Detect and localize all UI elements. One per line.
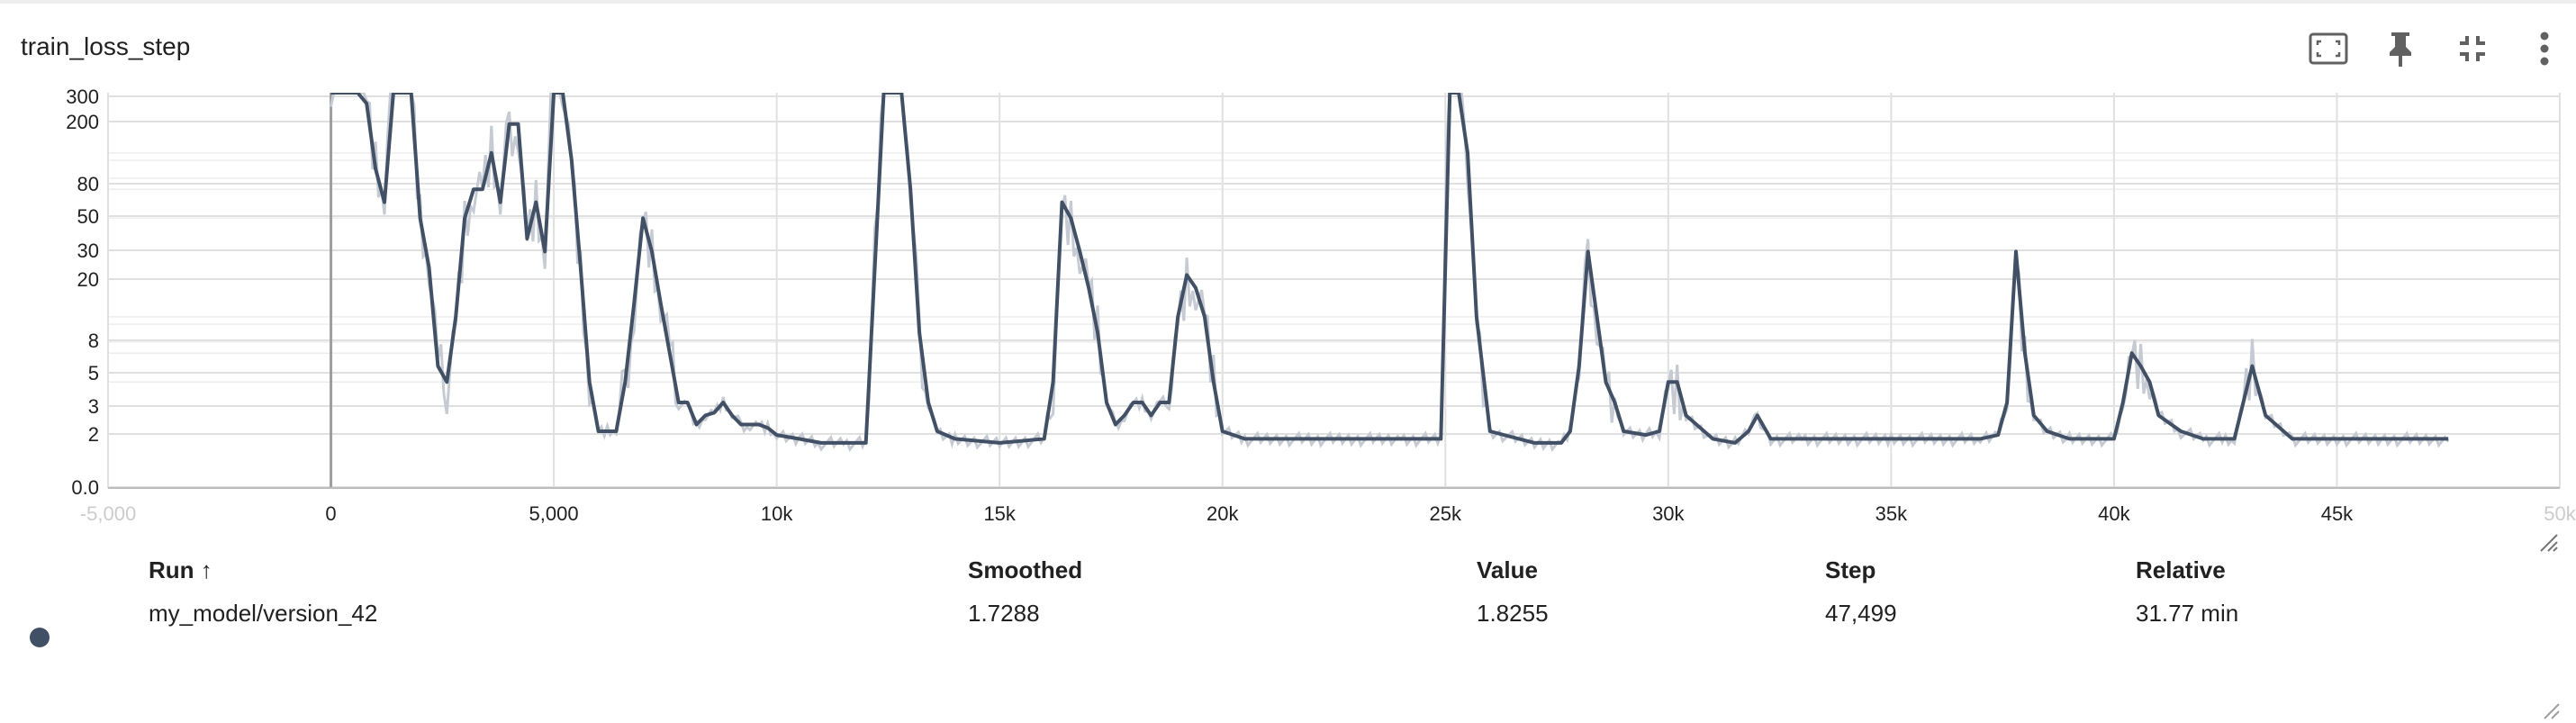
- y-tick-label: 300: [66, 86, 99, 108]
- line-chart[interactable]: 0.0 2 3 5 8 20 30 50 80 200 300 -5,000 0 5,000 10k 15k 2…: [0, 86, 2576, 536]
- card-resize-handle-icon[interactable]: [2541, 700, 2561, 720]
- run-color-swatch: [30, 628, 50, 647]
- x-tick-label: 35k: [1876, 502, 1908, 525]
- col-header-value[interactable]: Value: [1477, 556, 1538, 583]
- x-tick-label: 50k: [2544, 502, 2576, 525]
- y-tick-label: 2: [88, 423, 99, 446]
- x-tick-label: 5,000: [529, 502, 579, 525]
- x-tick-label: 10k: [761, 502, 793, 525]
- run-name: my_model/version_42: [149, 600, 378, 627]
- more-vert-icon[interactable]: [2519, 23, 2570, 74]
- smoothed-series-line: [330, 93, 2449, 445]
- raw-series-line: [330, 93, 2450, 453]
- y-tick-label: 80: [77, 173, 99, 195]
- y-tick-label: 5: [88, 362, 99, 384]
- pin-icon[interactable]: [2375, 23, 2426, 74]
- top-divider: [0, 0, 2576, 4]
- col-header-relative[interactable]: Relative: [2136, 556, 2226, 583]
- chart-resize-handle-icon[interactable]: [2537, 531, 2559, 553]
- x-tick-label: 20k: [1207, 502, 1239, 525]
- y-tick-label: 20: [77, 268, 99, 291]
- x-tick-label: 45k: [2321, 502, 2354, 525]
- collapse-icon[interactable]: [2447, 23, 2498, 74]
- y-tick-label: 30: [77, 239, 99, 262]
- x-tick-label: 0: [325, 502, 336, 525]
- x-tick-label: 40k: [2098, 502, 2130, 525]
- step-value: 47,499: [1825, 600, 1897, 627]
- y-tick-label: 8: [88, 330, 99, 352]
- col-header-run[interactable]: Run ↑: [149, 556, 212, 583]
- smoothed-value: 1.7288: [968, 600, 1040, 627]
- x-tick-label: 15k: [983, 502, 1016, 525]
- col-header-smoothed[interactable]: Smoothed: [968, 556, 1083, 583]
- y-tick-label: 50: [77, 205, 99, 228]
- y-tick-label: 0.0: [71, 476, 99, 499]
- x-tick-label: 30k: [1652, 502, 1685, 525]
- col-header-step[interactable]: Step: [1825, 556, 1876, 583]
- raw-value: 1.8255: [1477, 600, 1549, 627]
- x-tick-label: 25k: [1430, 502, 1462, 525]
- relative-time: 31.77 min: [2136, 600, 2239, 627]
- fit-to-screen-icon[interactable]: [2303, 23, 2354, 74]
- y-tick-label: 200: [66, 111, 99, 133]
- card-title: train_loss_step: [21, 32, 191, 60]
- x-tick-label: -5,000: [80, 502, 136, 525]
- y-tick-label: 3: [88, 395, 99, 418]
